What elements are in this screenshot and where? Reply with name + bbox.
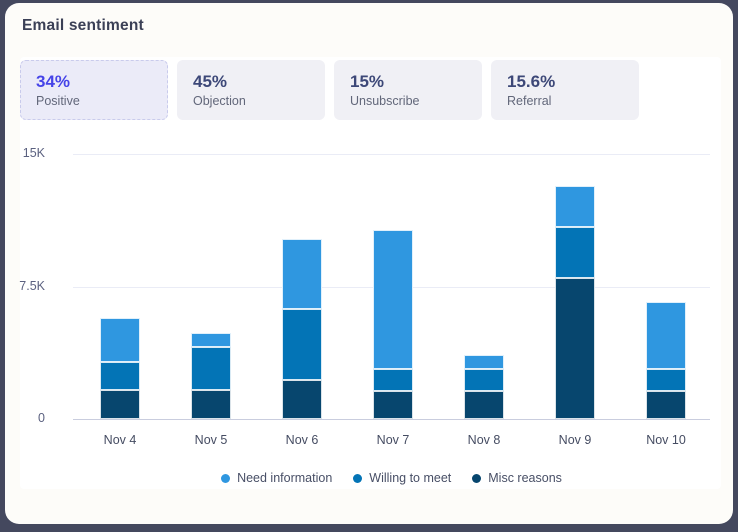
email-sentiment-card: Email sentiment 34% Positive 45% Objection 1… [5, 3, 733, 524]
x-axis-tick-nov-6: Nov 6 [285, 433, 319, 447]
y-axis-tick-7-5k: 7.5K [19, 278, 45, 293]
stat-card-positive[interactable]: 34% Positive [20, 60, 168, 120]
y-axis-tick-0: 0 [38, 411, 45, 425]
bar-segment-nov-5-willing-to-meet [191, 347, 231, 390]
legend-label: Willing to meet [369, 471, 452, 485]
stat-label: Objection [193, 94, 246, 108]
stat-label: Unsubscribe [350, 94, 420, 108]
x-axis-tick-nov-10: Nov 10 [646, 433, 686, 447]
x-axis-tick-nov-7: Nov 7 [376, 433, 410, 447]
legend-label: Misc reasons [488, 471, 562, 485]
gridline-15k [73, 154, 710, 155]
bar-segment-nov-7-misc-reasons [373, 390, 413, 419]
legend-item-willing-to-meet[interactable]: Willing to meet [353, 471, 451, 485]
bar-segment-nov-10-willing-to-meet [646, 368, 686, 391]
legend-item-misc-reasons[interactable]: Misc reasons [472, 471, 562, 485]
stat-card-objection[interactable]: 45% Objection [177, 60, 325, 120]
x-axis-tick-nov-5: Nov 5 [194, 433, 228, 447]
bar-segment-nov-4-willing-to-meet [100, 361, 140, 390]
chart-legend: Need information Willing to meet Misc reas… [73, 471, 710, 485]
bar-segment-nov-7-willing-to-meet [373, 368, 413, 391]
sentiment-stat-tabs: 34% Positive 45% Objection 15% Unsubscribe 15.… [20, 60, 639, 120]
bar-segment-nov-8-willing-to-meet [464, 368, 504, 391]
stat-value: 45% [193, 72, 228, 91]
gridline-0 [73, 419, 710, 420]
x-axis-tick-nov-8: Nov 8 [467, 433, 501, 447]
stat-value: 34% [36, 72, 71, 91]
bar-segment-nov-6-need-information [282, 238, 322, 310]
stat-value: 15.6% [507, 72, 556, 91]
bar-segment-nov-8-misc-reasons [464, 390, 504, 419]
bar-segment-nov-6-misc-reasons [282, 380, 322, 419]
bar-segment-nov-4-need-information [100, 318, 140, 362]
card-title: Email sentiment [22, 17, 144, 34]
stat-label: Referral [507, 94, 552, 108]
x-axis-tick-nov-9: Nov 9 [558, 433, 592, 447]
bar-segment-nov-10-need-information [646, 301, 686, 369]
bar-segment-nov-9-willing-to-meet [555, 227, 595, 278]
legend-dot-misc-reasons [472, 473, 482, 483]
bar-segment-nov-7-need-information [373, 229, 413, 369]
bar-segment-nov-8-need-information [464, 355, 504, 369]
stat-label: Positive [36, 94, 80, 108]
legend-item-need-information[interactable]: Need information [221, 471, 332, 485]
x-axis-tick-nov-4: Nov 4 [103, 433, 137, 447]
bar-segment-nov-10-misc-reasons [646, 390, 686, 419]
bar-segment-nov-6-willing-to-meet [282, 309, 322, 381]
legend-dot-need-information [221, 473, 231, 483]
content-panel [20, 57, 721, 489]
bar-segment-nov-5-misc-reasons [191, 389, 231, 419]
bar-segment-nov-9-need-information [555, 185, 595, 228]
legend-dot-willing-to-meet [353, 473, 363, 483]
stat-card-unsubscribe[interactable]: 15% Unsubscribe [334, 60, 482, 120]
stat-value: 15% [350, 72, 385, 91]
stat-card-referral[interactable]: 15.6% Referral [491, 60, 639, 120]
y-axis-tick-15k: 15K [22, 146, 45, 160]
bar-segment-nov-9-misc-reasons [555, 277, 595, 419]
bar-segment-nov-5-need-information [191, 333, 231, 348]
bar-segment-nov-4-misc-reasons [100, 389, 140, 419]
legend-label: Need information [237, 471, 333, 485]
